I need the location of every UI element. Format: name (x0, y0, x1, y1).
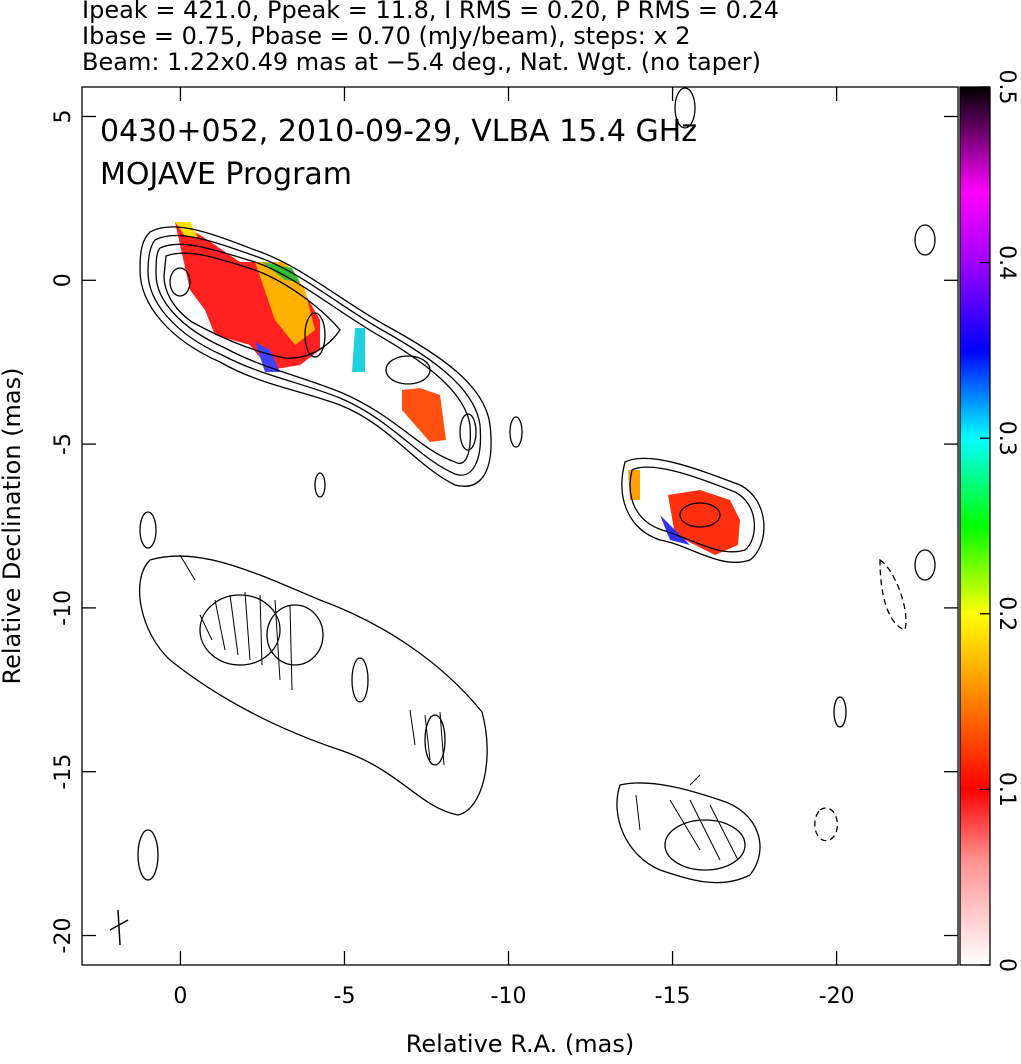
title-line: Ipeak = 421.0, Ppeak = 11.8, I RMS = 0.2… (82, 0, 779, 24)
contour (679, 502, 721, 528)
contour (199, 594, 281, 666)
y-tick-label: 5 (51, 109, 76, 123)
contour (169, 267, 191, 297)
x-tick-label: 0 (173, 984, 187, 1009)
y-tick-label: -10 (51, 590, 76, 626)
pol-patch (255, 342, 280, 372)
plot-frame (81, 86, 959, 966)
title-line: Beam: 1.22x0.49 mas at −5.4 deg., Nat. W… (82, 48, 761, 76)
contour (314, 472, 326, 498)
x-axis-label: Relative R.A. (mas) (406, 1030, 634, 1058)
annotation: MOJAVE Program (100, 157, 352, 192)
contour (621, 457, 765, 563)
colorbar (959, 86, 991, 966)
contour (138, 555, 488, 816)
pol-vectors (179, 554, 739, 861)
contour (155, 243, 471, 465)
contour (139, 511, 157, 549)
pol-patch (352, 328, 365, 372)
x-tick-label: -10 (491, 984, 527, 1009)
contour (385, 355, 431, 385)
pol-patch (402, 388, 446, 442)
contour (914, 549, 936, 581)
contour (664, 819, 746, 871)
pol-patch (175, 222, 198, 238)
y-tick-label: 0 (51, 273, 76, 287)
contour (674, 87, 696, 129)
contour (147, 234, 482, 476)
y-tick-label: -5 (51, 433, 76, 455)
contour (914, 224, 936, 256)
x-tick-label: -20 (819, 984, 855, 1009)
contour (509, 416, 523, 448)
y-tick-label: -15 (51, 754, 76, 790)
contour (163, 252, 341, 359)
contour (629, 466, 756, 553)
colorbar-tick-label: 0.1 (994, 772, 1019, 807)
contour (139, 226, 492, 487)
contour (879, 558, 907, 631)
beam (109, 909, 129, 946)
x-tick-label: -15 (655, 984, 691, 1009)
colorbar-tick-label: 0.3 (994, 421, 1019, 456)
contour (351, 657, 369, 703)
pol-patch (175, 222, 320, 370)
contour (424, 714, 446, 766)
contour (304, 312, 326, 358)
title-line: Ibase = 0.75, Pbase = 0.70 (mJy/beam), s… (82, 22, 691, 50)
colorbar-tick-label: 0.2 (994, 596, 1019, 631)
contour (814, 807, 839, 842)
colorbar-tick-label: 0.4 (994, 245, 1019, 280)
x-tick-label: -5 (334, 984, 356, 1009)
y-axis-label: Relative Declination (mas) (0, 367, 26, 684)
pol-patch (255, 262, 315, 345)
contour (266, 604, 324, 666)
pol-patch (262, 262, 300, 282)
colorbar-tick-label: 0.5 (994, 70, 1019, 105)
map: 0430+052, 2010-09-29, VLBA 15.4 GHz MOJA… (100, 87, 936, 946)
contour (616, 782, 761, 884)
annotation: 0430+052, 2010-09-29, VLBA 15.4 GHz (100, 114, 697, 149)
colorbar-tick-label: 0 (994, 958, 1019, 972)
y-tick-label: -20 (51, 918, 76, 954)
contour (833, 696, 847, 728)
contour (459, 413, 477, 451)
contour (137, 829, 159, 881)
